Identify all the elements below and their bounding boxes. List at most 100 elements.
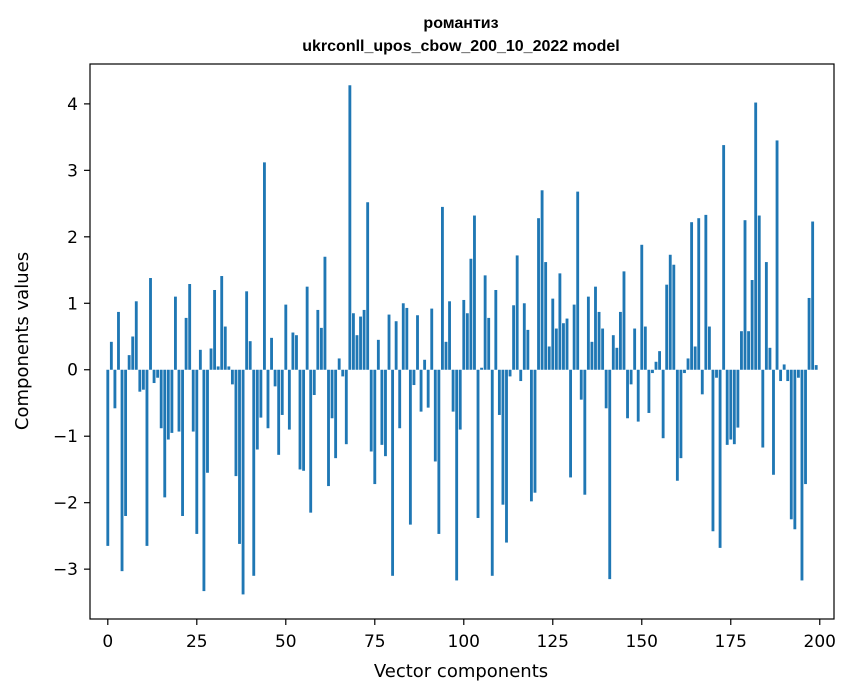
bar [291,332,295,370]
bar [547,346,551,370]
bar [675,369,679,481]
bar [145,369,149,546]
x-tick-label: 0 [102,632,113,652]
bar [252,369,256,576]
y-tick-label: 1 [67,294,78,314]
bar [569,369,572,478]
bar [120,369,124,572]
bar [341,369,345,377]
bar [608,369,612,580]
bar [572,304,576,370]
bar [166,369,170,440]
bar [590,341,594,370]
bar [651,369,654,374]
bar [213,289,217,370]
bar [476,369,480,518]
bar [170,369,174,433]
bar [483,275,487,370]
bar [804,369,807,485]
bar [565,318,569,370]
bar [198,349,202,370]
bar [526,329,530,370]
bar [722,145,726,370]
bar [626,369,629,419]
bar [287,369,291,430]
bar [490,369,494,576]
bar [344,369,348,445]
bar [334,369,338,459]
bar [245,291,249,370]
x-tick-label: 175 [715,632,747,652]
bar [761,369,765,448]
bar [740,331,743,370]
bar [462,299,466,370]
bar [768,347,772,370]
y-tick-label: −1 [53,427,78,447]
bar [551,298,555,370]
bar [519,369,523,382]
bar [658,351,661,370]
bar [416,315,419,370]
bar [117,311,120,370]
bar [437,369,441,534]
bar [113,369,117,409]
x-tick-label: 100 [448,632,480,652]
bar [312,369,316,396]
bar [191,369,195,432]
bar [522,303,526,370]
bar [131,336,135,370]
bar [583,369,587,495]
bar [241,369,245,595]
plot-area-frame [89,63,835,620]
bar [248,341,252,370]
bar [690,222,694,370]
bar [398,369,402,429]
bar [718,369,722,548]
bars-group [106,85,818,595]
bar [665,284,669,370]
bar [732,369,736,445]
bar [124,369,128,516]
bar [529,369,533,502]
bar [138,369,142,392]
bar [611,335,615,370]
y-tick-label: −3 [53,560,78,580]
bar [441,206,444,370]
bar [109,341,113,370]
y-tick-label: −2 [53,494,78,514]
bar [533,369,537,493]
bar [159,369,163,429]
bar [654,361,658,370]
bar [362,309,366,370]
bar [209,348,213,370]
bar [366,202,370,370]
bar [554,328,558,370]
bar [800,369,804,581]
bar [298,369,302,470]
bar [643,326,647,370]
bar [508,369,512,377]
bar [629,369,633,385]
bar [693,346,697,370]
bar [601,328,605,370]
bar [743,220,747,370]
bar [597,311,601,370]
x-tick-label: 25 [186,632,208,652]
bar [134,301,138,370]
bar [501,369,505,505]
bar [711,369,715,532]
bar [266,369,270,429]
bar [426,369,430,408]
bar [127,355,131,370]
bar [152,369,156,384]
bar [622,271,626,370]
bar [729,369,733,440]
bar [188,284,192,370]
bar [750,280,754,370]
bar [487,317,491,370]
bar [661,369,665,439]
bar [394,321,398,370]
x-tick-label: 200 [804,632,836,652]
bar [764,262,768,370]
bar [181,369,184,516]
